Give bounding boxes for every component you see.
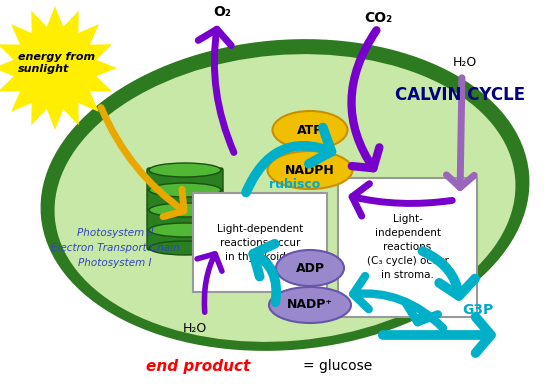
FancyBboxPatch shape (147, 228, 223, 250)
Text: = glucose: = glucose (304, 359, 373, 373)
Ellipse shape (149, 223, 221, 237)
Polygon shape (0, 6, 117, 130)
Text: Photosystem II
Electron Transport Chain
Photosystem I: Photosystem II Electron Transport Chain … (51, 228, 179, 268)
Ellipse shape (269, 287, 351, 323)
Ellipse shape (272, 111, 348, 149)
Ellipse shape (149, 203, 221, 217)
Text: CO₂: CO₂ (364, 11, 392, 25)
FancyBboxPatch shape (338, 178, 477, 317)
Text: Light-
independent
reactions
(C₃ cycle) occur
in stroma.: Light- independent reactions (C₃ cycle) … (366, 215, 448, 280)
Ellipse shape (41, 39, 530, 351)
Text: CALVIN CYCLE: CALVIN CYCLE (395, 86, 525, 104)
Text: energy from
sunlight: energy from sunlight (18, 52, 95, 74)
Text: Light-dependent
reactions occur
in thylakoids.: Light-dependent reactions occur in thyla… (217, 223, 303, 262)
FancyBboxPatch shape (147, 188, 223, 210)
Text: H₂O: H₂O (183, 321, 207, 334)
Text: NADP⁺: NADP⁺ (287, 298, 333, 311)
Text: NADPH: NADPH (285, 164, 335, 177)
Ellipse shape (149, 163, 221, 177)
Text: H₂O: H₂O (453, 56, 477, 68)
Ellipse shape (276, 250, 344, 286)
Ellipse shape (149, 241, 221, 255)
FancyBboxPatch shape (193, 193, 327, 292)
Text: rubisco: rubisco (270, 179, 321, 192)
Text: G3P: G3P (463, 303, 494, 317)
FancyBboxPatch shape (147, 208, 223, 230)
Text: ATP: ATP (297, 124, 323, 136)
Ellipse shape (54, 54, 515, 342)
FancyBboxPatch shape (147, 168, 223, 190)
Ellipse shape (149, 183, 221, 197)
Ellipse shape (267, 151, 353, 189)
Text: end product: end product (146, 359, 250, 374)
Text: ADP: ADP (295, 262, 324, 275)
Text: O₂: O₂ (213, 5, 231, 19)
